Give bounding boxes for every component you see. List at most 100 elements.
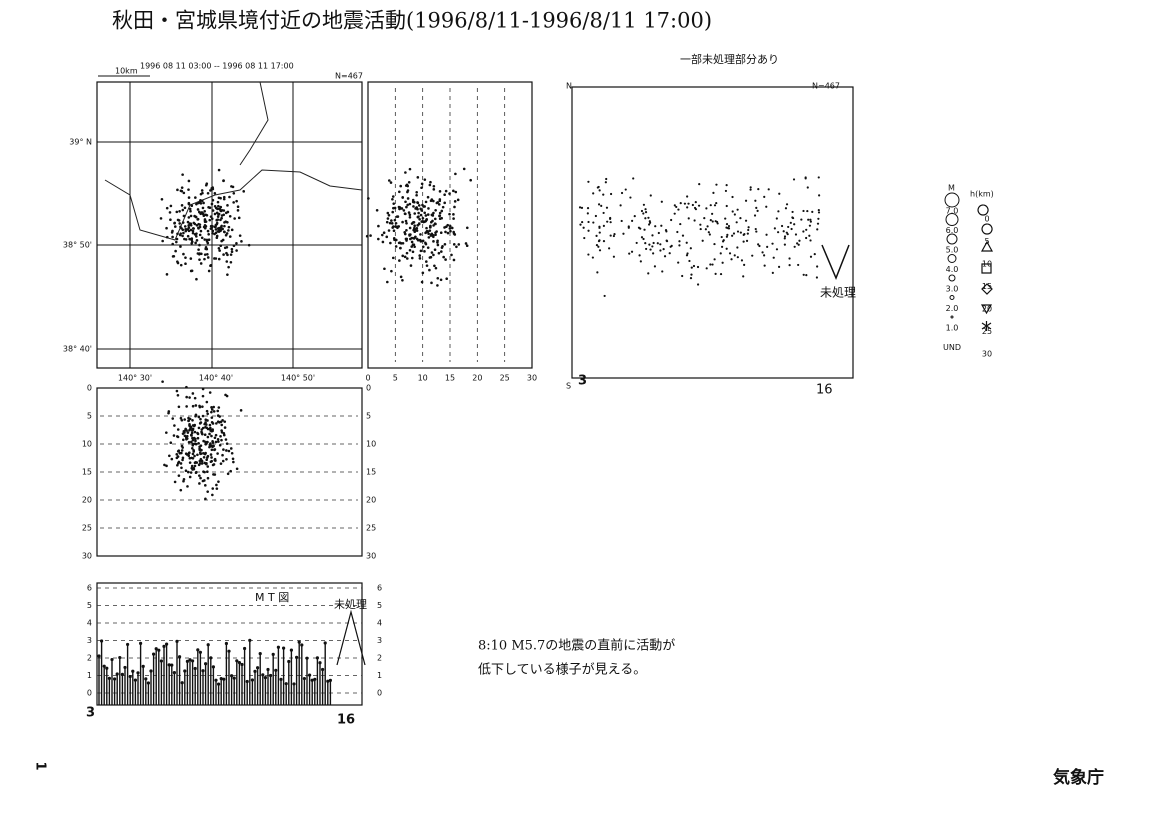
dot xyxy=(207,238,211,241)
dot xyxy=(386,211,390,215)
dot xyxy=(393,218,397,222)
unprocessed: 未処理 xyxy=(820,286,856,300)
dot xyxy=(391,256,395,260)
dot xyxy=(237,216,241,220)
dot xyxy=(222,197,226,201)
dot xyxy=(202,455,206,459)
dot xyxy=(785,231,788,234)
dot xyxy=(163,463,166,467)
dot xyxy=(182,231,185,235)
dot xyxy=(161,239,164,243)
dot xyxy=(432,240,435,243)
dot xyxy=(176,428,180,431)
dot xyxy=(392,202,396,205)
dot xyxy=(419,240,423,243)
dot xyxy=(197,248,200,251)
dot xyxy=(187,451,191,455)
dot xyxy=(602,224,605,227)
dot xyxy=(383,267,386,271)
dot xyxy=(210,217,214,221)
mt-head xyxy=(105,666,109,670)
dot xyxy=(427,232,430,235)
dot xyxy=(398,259,401,262)
dot xyxy=(386,280,389,284)
dot xyxy=(198,447,201,450)
dot xyxy=(413,212,417,215)
dot xyxy=(203,253,207,256)
dot xyxy=(202,201,205,205)
dot xyxy=(198,462,202,465)
dot xyxy=(417,204,421,207)
dot xyxy=(230,185,233,188)
dot xyxy=(213,436,217,440)
dot xyxy=(230,250,234,254)
mt-head xyxy=(235,659,239,663)
dot xyxy=(432,253,435,257)
dot xyxy=(415,229,419,232)
dot xyxy=(206,252,209,256)
legend-m-label: 4.0 xyxy=(946,265,959,274)
lon-label: 140° 50' xyxy=(281,374,315,383)
dot xyxy=(735,221,738,224)
dot xyxy=(185,405,188,408)
dot xyxy=(236,205,240,209)
dot xyxy=(220,438,223,442)
dot xyxy=(228,235,232,238)
dot xyxy=(211,231,214,235)
dot xyxy=(587,253,590,256)
dot xyxy=(191,231,195,235)
dot xyxy=(412,205,415,208)
dot xyxy=(443,201,446,205)
dot xyxy=(183,418,186,421)
dot xyxy=(171,235,174,239)
dot xyxy=(198,451,202,454)
dot xyxy=(411,200,415,204)
end: 16 xyxy=(816,383,833,398)
dot xyxy=(602,211,605,215)
dot xyxy=(198,258,201,261)
dot xyxy=(595,243,599,247)
dot xyxy=(207,205,210,209)
dot xyxy=(421,245,425,249)
dot xyxy=(677,208,680,211)
dot xyxy=(219,244,223,248)
dot xyxy=(222,431,226,435)
dot xyxy=(645,247,648,251)
dot xyxy=(210,408,214,411)
dot xyxy=(199,476,202,480)
dot xyxy=(187,229,191,233)
dot xyxy=(647,223,651,226)
dot xyxy=(622,232,625,235)
dot xyxy=(791,210,794,214)
dot xyxy=(235,199,238,203)
dot xyxy=(653,265,657,268)
dot xyxy=(429,224,432,228)
dot xyxy=(431,219,434,223)
dot xyxy=(609,217,612,220)
mt-head xyxy=(214,678,218,682)
dot xyxy=(200,252,203,256)
dot xyxy=(165,464,168,468)
dot xyxy=(200,462,204,465)
dot xyxy=(436,241,439,244)
dot xyxy=(195,202,198,206)
x-label: 30 xyxy=(527,374,537,383)
dot xyxy=(683,202,687,205)
dot xyxy=(668,252,671,255)
dot xyxy=(437,251,441,255)
legend-symbol xyxy=(949,295,955,300)
dot xyxy=(443,193,446,197)
depth-label: 5 xyxy=(366,412,371,421)
dot xyxy=(214,433,218,437)
dot xyxy=(202,470,205,473)
dot xyxy=(736,208,739,211)
dot xyxy=(189,228,193,232)
dot xyxy=(195,239,199,242)
depth-label: 20 xyxy=(366,496,376,505)
dot xyxy=(406,190,409,194)
dot xyxy=(755,230,758,233)
dot xyxy=(192,450,196,453)
mt-head xyxy=(315,656,319,660)
dot xyxy=(179,416,183,420)
dot xyxy=(201,206,205,210)
